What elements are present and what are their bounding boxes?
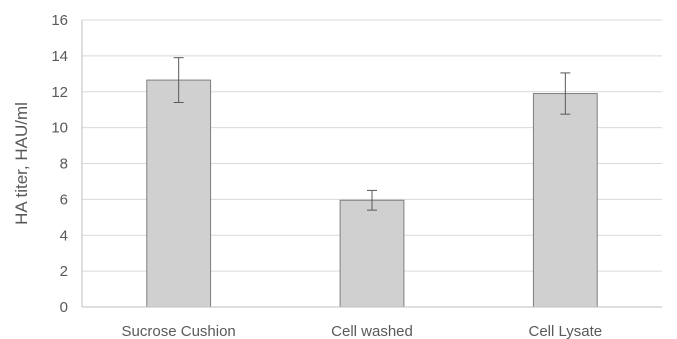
x-tick-label: Sucrose Cushion — [122, 323, 236, 339]
x-tick-labels: Sucrose Cushion Cell washed Cell Lysate — [122, 323, 603, 339]
y-tick-label: 12 — [51, 84, 68, 101]
bar — [146, 79, 212, 308]
bar — [532, 93, 598, 308]
y-tick-label: 14 — [51, 48, 68, 65]
y-tick-label: 2 — [60, 263, 68, 280]
error-bars — [173, 57, 571, 211]
y-axis-title: HA titer, HAU/ml — [12, 102, 31, 225]
bar — [339, 199, 405, 308]
y-tick-label: 8 — [60, 156, 68, 173]
y-tick-label: 10 — [51, 120, 68, 137]
y-tick-label: 16 — [51, 12, 68, 29]
bars — [146, 79, 598, 308]
y-tick-labels: 0 2 4 6 8 10 12 14 16 — [51, 12, 68, 316]
axes — [81, 20, 662, 308]
y-tick-label: 0 — [60, 299, 68, 316]
y-tick-label: 6 — [60, 191, 68, 208]
x-tick-label: Cell Lysate — [529, 323, 603, 339]
y-tick-label: 4 — [60, 227, 68, 244]
x-tick-label: Cell washed — [331, 323, 413, 339]
